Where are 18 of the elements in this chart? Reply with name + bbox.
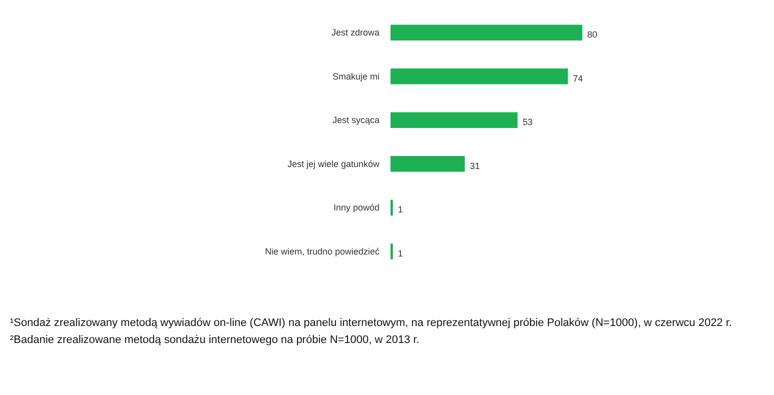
bar: [390, 24, 582, 40]
text: ¹Sondaż zrealizowany metodą wywiadów on-line (CAWI) na panelu internetowym, na reprezentatywnej próbie Polaków (N=1000), w czerwcu 2022 r.: [10, 316, 733, 331]
data-label: 1: [398, 204, 403, 215]
bar: [390, 68, 568, 84]
y-tick-label: Jest jej wiele gatunków: [287, 158, 380, 169]
data-label: 80: [587, 30, 598, 40]
text: ²Badanie zrealizowane metodą sondażu internetowego na próbie N=1000, w 2013 r.: [10, 333, 420, 348]
data-label: 31: [470, 160, 480, 171]
data-label: 74: [572, 73, 583, 84]
y-tick-label: Jest sycąca: [332, 115, 380, 126]
data-label: 1: [398, 248, 403, 258]
bar: [390, 156, 465, 172]
y-tick-label: Jest zdrowa: [331, 28, 380, 38]
bar: [390, 112, 518, 128]
y-tick-label: Smakuje mi: [332, 71, 380, 82]
data-label: 53: [522, 117, 533, 128]
y-tick-label: Nie wiem, trudno powiedzieć: [264, 246, 380, 256]
y-tick-label: Inny powód: [333, 202, 380, 213]
